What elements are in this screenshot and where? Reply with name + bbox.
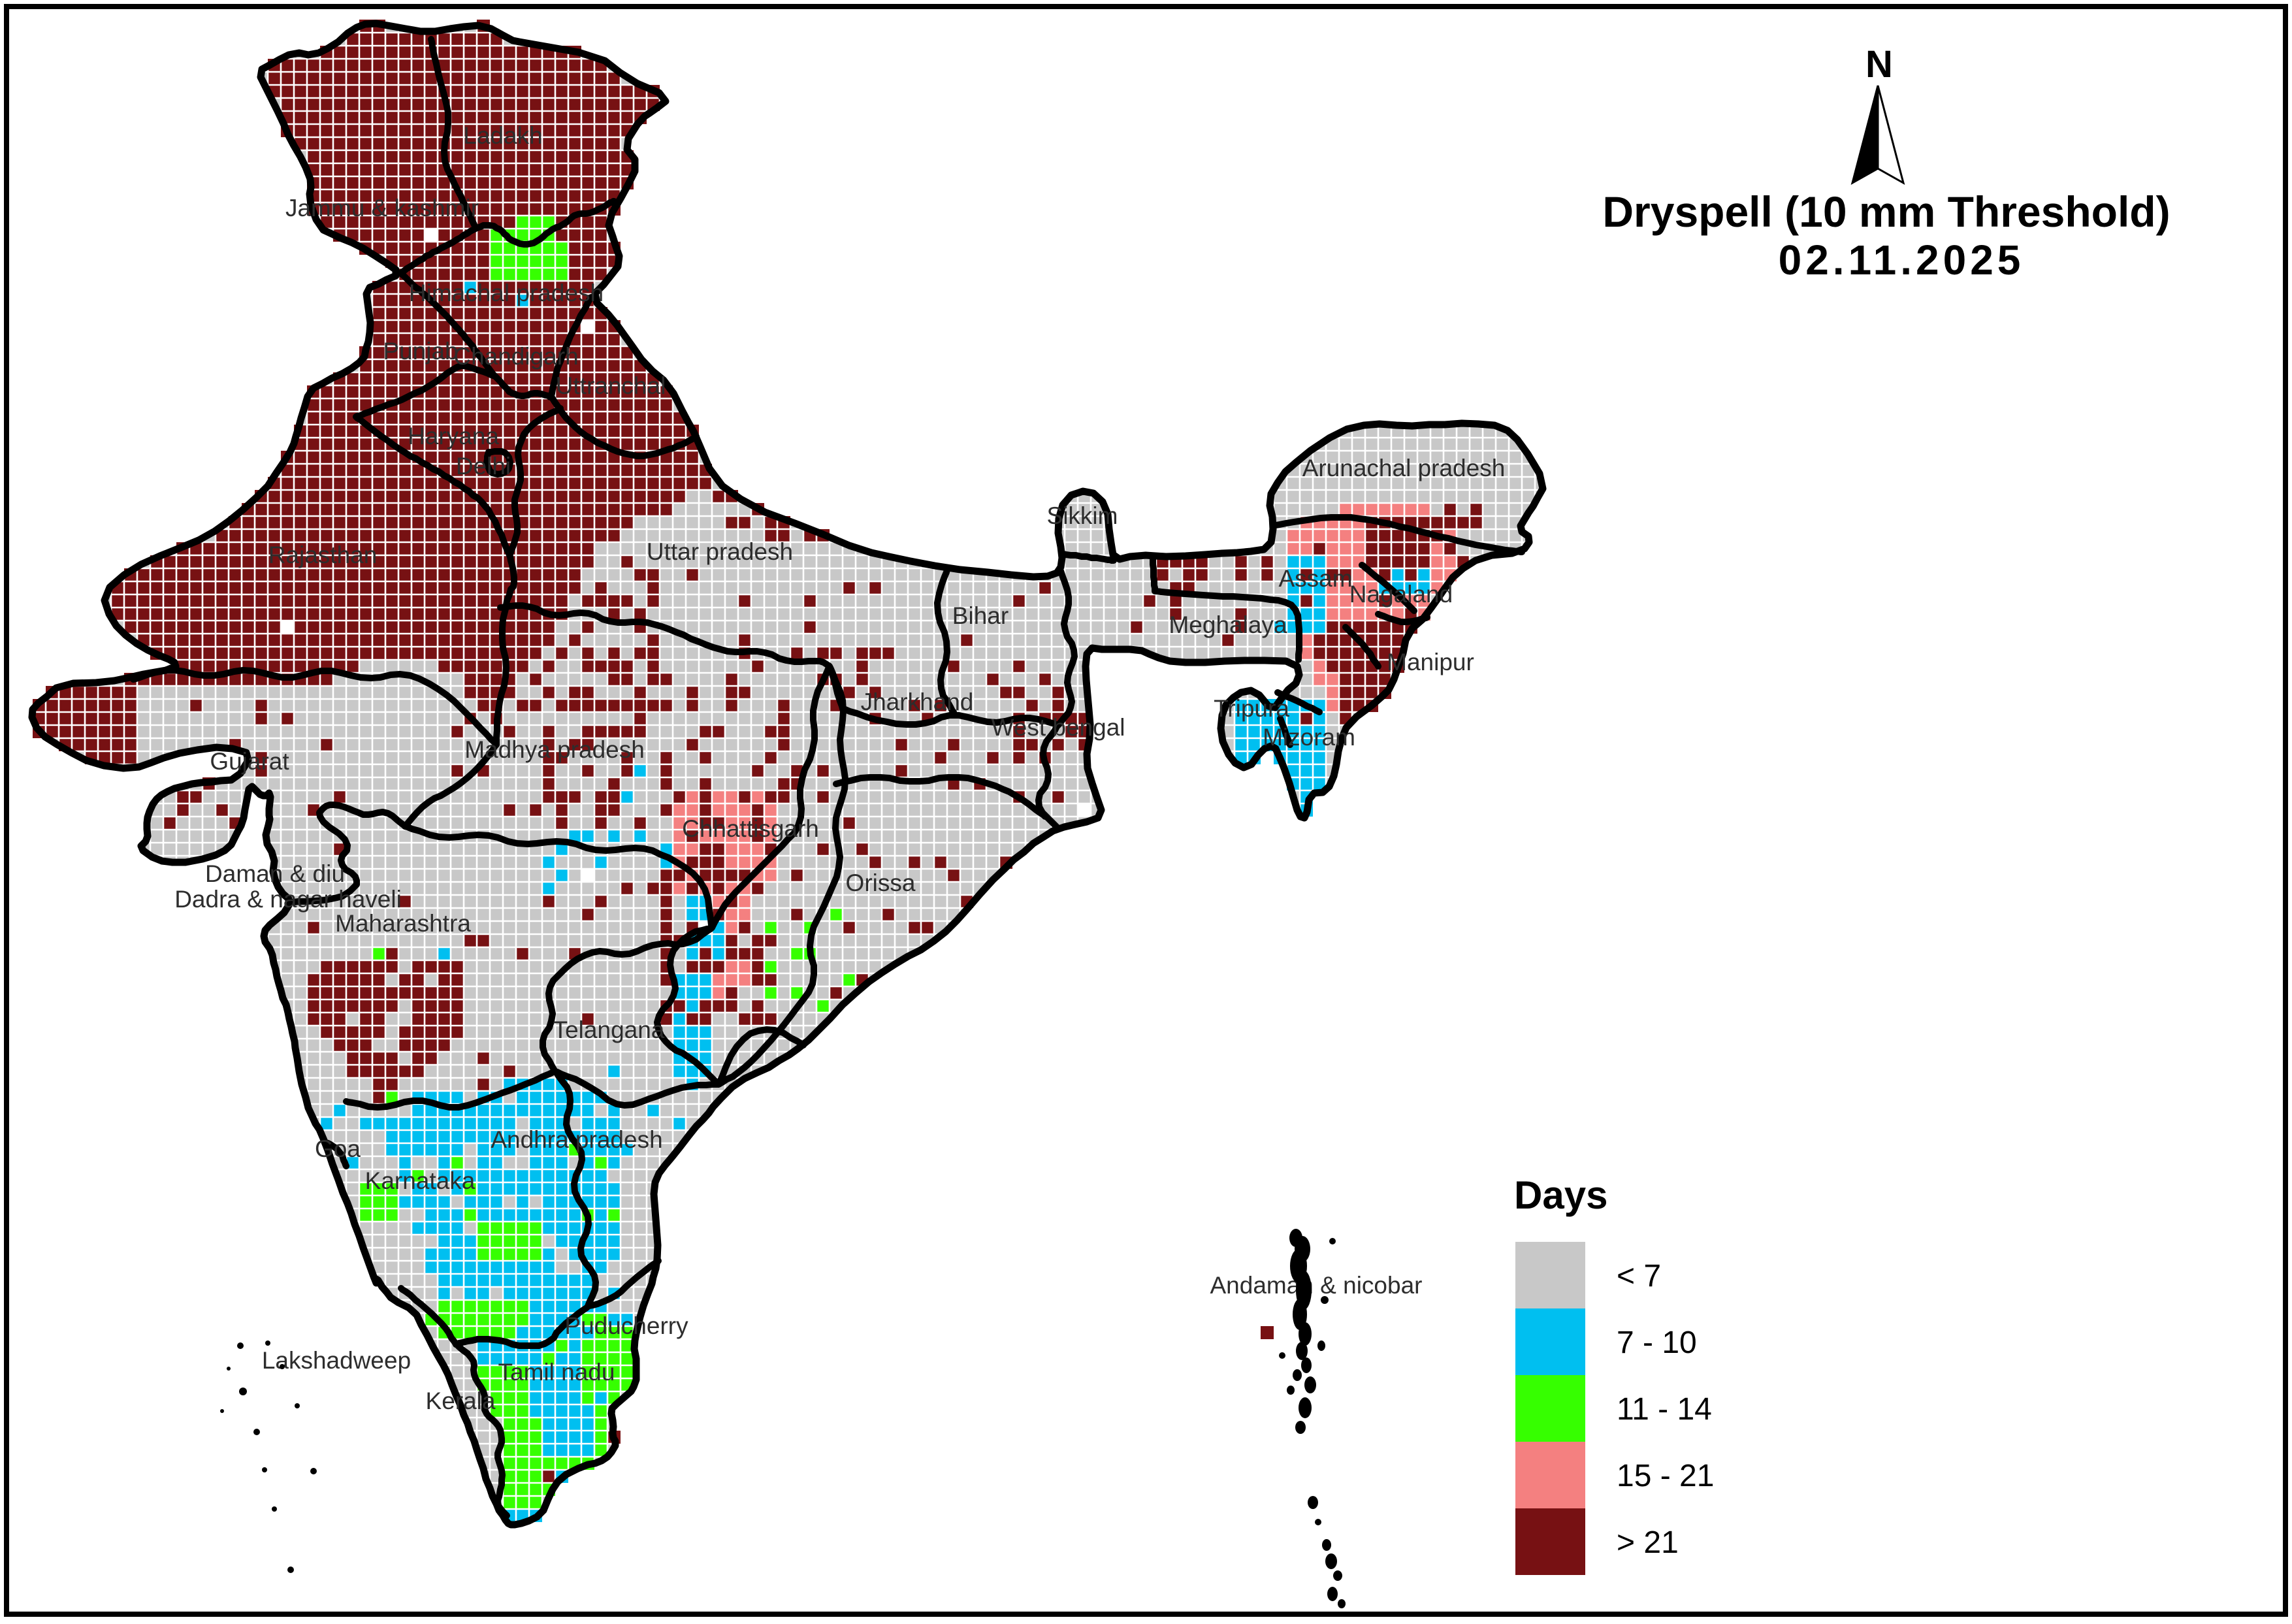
- svg-text:Meghalaya: Meghalaya: [1169, 611, 1287, 638]
- svg-text:Haryana: Haryana: [408, 423, 499, 449]
- svg-text:Uttar pradesh: Uttar pradesh: [647, 538, 793, 565]
- svg-text:Lakshadweep: Lakshadweep: [262, 1347, 411, 1374]
- svg-text:Jammu & kashmir: Jammu & kashmir: [285, 195, 479, 221]
- svg-text:Punjab: Punjab: [383, 338, 458, 365]
- svg-text:Karnataka: Karnataka: [365, 1167, 476, 1194]
- svg-text:> 21: > 21: [1617, 1525, 1679, 1560]
- svg-text:11 - 14: 11 - 14: [1617, 1392, 1712, 1427]
- svg-text:Assam: Assam: [1278, 565, 1352, 592]
- svg-text:West bengal: West bengal: [992, 714, 1125, 741]
- svg-text:Rajasthan: Rajasthan: [268, 542, 378, 568]
- svg-text:Chhattisgarh: Chhattisgarh: [682, 815, 819, 842]
- svg-text:Andaman & nicobar: Andaman & nicobar: [1210, 1272, 1423, 1299]
- svg-text:Mizoram: Mizoram: [1263, 724, 1355, 751]
- svg-text:Tamil nadu: Tamil nadu: [498, 1359, 615, 1386]
- svg-text:Days: Days: [1514, 1173, 1607, 1217]
- svg-text:Uttranchal: Uttranchal: [556, 372, 666, 399]
- svg-text:Delhi: Delhi: [456, 453, 511, 479]
- svg-text:Orissa: Orissa: [846, 869, 916, 896]
- svg-text:Himachal pradesh: Himachal pradesh: [409, 280, 604, 306]
- svg-text:15 - 21: 15 - 21: [1617, 1459, 1714, 1493]
- svg-text:Puducherry: Puducherry: [564, 1312, 688, 1339]
- svg-text:Goa: Goa: [315, 1135, 361, 1162]
- svg-text:02.11.2025: 02.11.2025: [1779, 236, 2025, 284]
- svg-text:Madhya pradesh: Madhya pradesh: [464, 736, 645, 763]
- svg-text:< 7: < 7: [1617, 1259, 1661, 1293]
- svg-text:Dadra & nagar haveli: Dadra & nagar haveli: [174, 886, 402, 913]
- svg-text:Kerala: Kerala: [426, 1388, 496, 1414]
- svg-text:Nagaland: Nagaland: [1349, 581, 1453, 608]
- svg-text:Andhra pradesh: Andhra pradesh: [491, 1126, 662, 1153]
- svg-text:Maharashtra: Maharashtra: [335, 910, 471, 937]
- svg-text:Telangana: Telangana: [553, 1016, 665, 1043]
- svg-text:Sikkim: Sikkim: [1047, 502, 1118, 529]
- svg-text:Tripura: Tripura: [1214, 695, 1289, 722]
- svg-text:Manipur: Manipur: [1387, 649, 1474, 675]
- svg-text:Gujarat: Gujarat: [210, 748, 289, 775]
- svg-text:Dryspell (10 mm Threshold): Dryspell (10 mm Threshold): [1602, 187, 2170, 236]
- svg-text:7 - 10: 7 - 10: [1617, 1325, 1697, 1360]
- svg-text:Jharkhand: Jharkhand: [861, 689, 974, 715]
- svg-text:Bihar: Bihar: [952, 602, 1009, 629]
- svg-text:Daman & diu: Daman & diu: [205, 860, 345, 887]
- svg-text:Arunachal pradesh: Arunachal pradesh: [1302, 455, 1506, 481]
- svg-text:Ladakh: Ladakh: [463, 122, 542, 149]
- svg-text:N: N: [1865, 43, 1893, 86]
- svg-text:Chandigarh: Chandigarh: [453, 343, 578, 370]
